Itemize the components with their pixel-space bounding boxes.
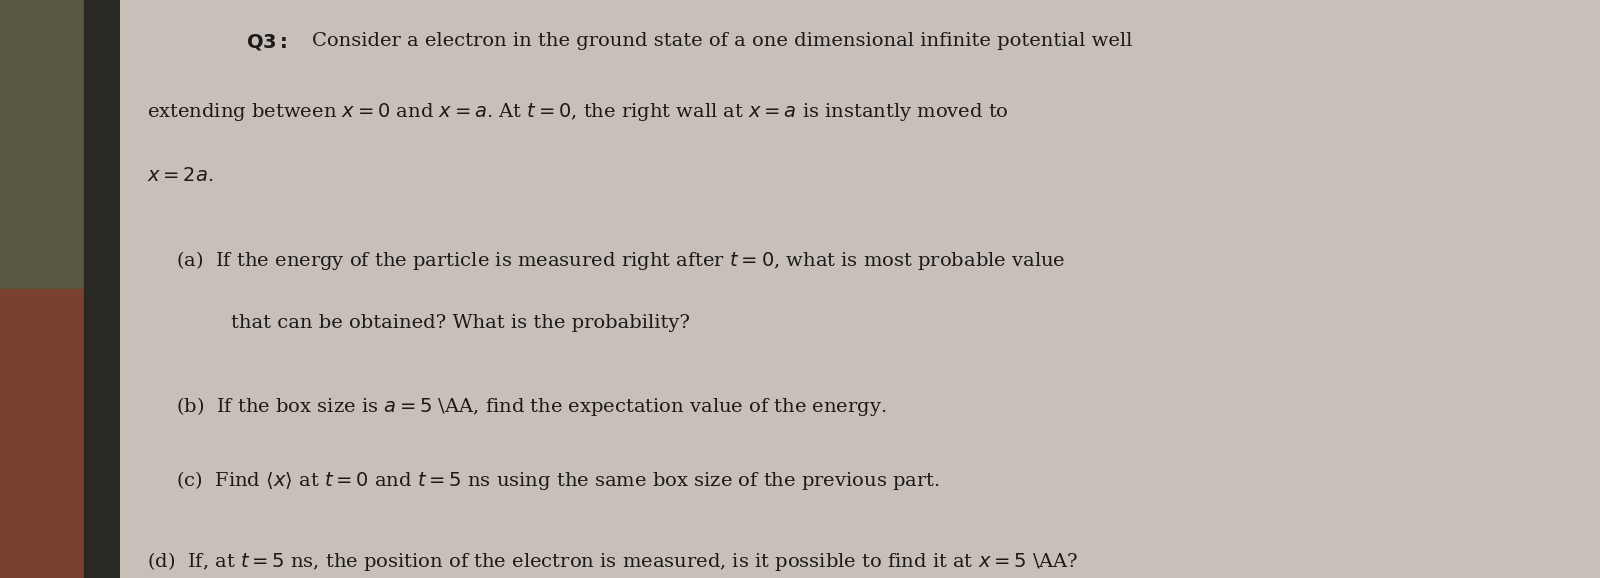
Text: (a)  If the energy of the particle is measured right after $t = 0$, what is most: (a) If the energy of the particle is mea… [176,249,1066,272]
Text: (c)  Find $\langle x \rangle$ at $t = 0$ and $t = 5$ ns using the same box size : (c) Find $\langle x \rangle$ at $t = 0$ … [176,469,941,492]
Bar [0,289,120,578]
Text: that can be obtained? What is the probability?: that can be obtained? What is the probab… [230,314,690,332]
Text: $x = 2a$.: $x = 2a$. [147,167,213,185]
Text: $\mathbf{Q3{:}}$: $\mathbf{Q3{:}}$ [246,32,288,52]
Bar [83,0,120,578]
Text: extending between $x = 0$ and $x = a$. At $t = 0$, the right wall at $x = a$ is : extending between $x = 0$ and $x = a$. A… [147,101,1008,123]
Text: (b)  If the box size is $a = 5$ \AA, find the expectation value of the energy.: (b) If the box size is $a = 5$ \AA, find… [176,395,886,418]
Text: (d)  If, at $t = 5$ ns, the position of the electron is measured, is it possible: (d) If, at $t = 5$ ns, the position of t… [147,550,1078,573]
Bar [0,0,120,289]
Text: Consider a electron in the ground state of a one dimensional infinite potential : Consider a electron in the ground state … [312,32,1133,50]
